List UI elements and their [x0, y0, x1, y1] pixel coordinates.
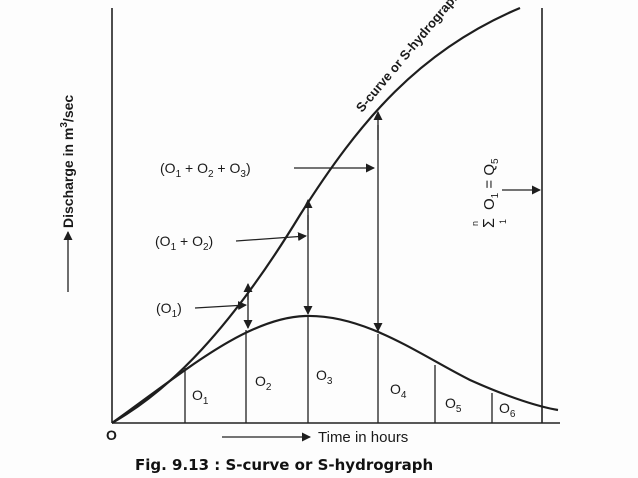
y-axis-label: Discharge in m3/sec: [59, 95, 76, 228]
figure-caption: Fig. 9.13 : S-curve or S-hydrograph: [135, 456, 433, 474]
s-curve: [111, 6, 521, 424]
x-axis-label: Time in hours: [318, 429, 408, 446]
ordinate-label-1: O1: [192, 387, 209, 407]
annotation-o123: (O1 + O2 + O3): [160, 160, 251, 180]
svg-text:O1 = Q5: O1 = Q5: [481, 158, 501, 210]
pointer-o12: [235, 232, 307, 242]
origin-label: O: [106, 427, 117, 443]
unit-hydrograph-curve: [111, 314, 559, 424]
svg-text:n: n: [470, 221, 480, 226]
ordinate-label-5: O5: [445, 395, 462, 415]
annotation-o1: (O1): [156, 300, 182, 320]
pointer-o1: [194, 300, 247, 310]
summation-label: n Σ 1 O1 = Q5: [470, 158, 508, 228]
svg-text:Σ: Σ: [481, 218, 498, 228]
svg-text:1: 1: [498, 219, 508, 224]
ordinate-label-6: O6: [499, 400, 516, 420]
ordinate-label-3: O3: [316, 367, 333, 387]
ordinate-label-4: O4: [390, 381, 407, 401]
ordinate-label-2: O2: [255, 373, 272, 393]
s-curve-label: S-curve or S-hydrograph: [353, 0, 463, 115]
annotation-o12: (O1 + O2): [155, 233, 213, 253]
